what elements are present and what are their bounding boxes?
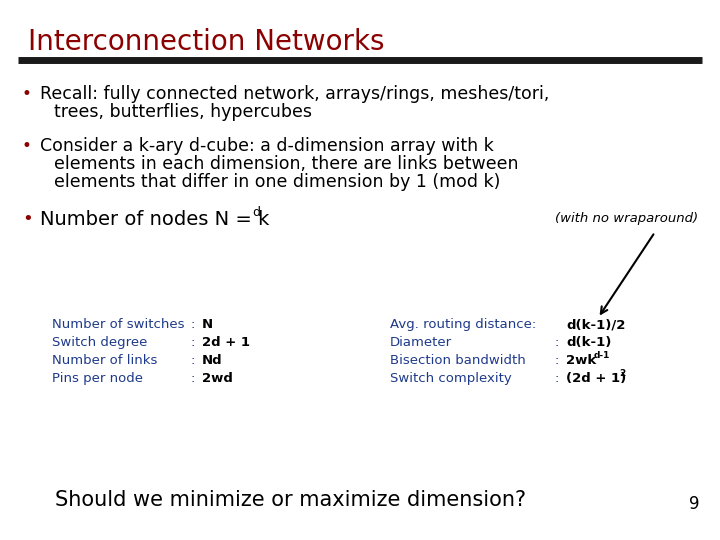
- Text: Consider a k-ary d-cube: a d-dimension array with k: Consider a k-ary d-cube: a d-dimension a…: [40, 137, 494, 155]
- Text: Avg. routing distance:: Avg. routing distance:: [390, 318, 536, 331]
- Text: 9: 9: [690, 495, 700, 513]
- Text: 2: 2: [619, 369, 625, 378]
- Text: Number of nodes N = k: Number of nodes N = k: [40, 210, 269, 229]
- Text: •: •: [22, 210, 32, 228]
- Text: Interconnection Networks: Interconnection Networks: [28, 28, 384, 56]
- Text: Nd: Nd: [202, 354, 222, 367]
- Text: trees, butterflies, hypercubes: trees, butterflies, hypercubes: [54, 103, 312, 121]
- Text: d: d: [252, 206, 260, 219]
- Text: N: N: [202, 318, 213, 331]
- Text: d(k-1): d(k-1): [566, 336, 611, 349]
- Text: Bisection bandwidth: Bisection bandwidth: [390, 354, 526, 367]
- Text: :: :: [554, 354, 559, 367]
- Text: d-1: d-1: [594, 351, 611, 360]
- Text: :: :: [190, 354, 194, 367]
- Text: :: :: [190, 336, 194, 349]
- Text: d(k-1)/2: d(k-1)/2: [566, 318, 626, 331]
- Text: Switch degree: Switch degree: [52, 336, 148, 349]
- Text: •: •: [22, 137, 32, 155]
- Text: (2d + 1): (2d + 1): [566, 372, 626, 385]
- Text: elements in each dimension, there are links between: elements in each dimension, there are li…: [54, 155, 518, 173]
- Text: 2wk: 2wk: [566, 354, 596, 367]
- Text: elements that differ in one dimension by 1 (mod k): elements that differ in one dimension by…: [54, 173, 500, 191]
- Text: (with no wraparound): (with no wraparound): [555, 212, 698, 225]
- Text: :: :: [554, 372, 559, 385]
- Text: •: •: [22, 85, 32, 103]
- Text: Switch complexity: Switch complexity: [390, 372, 512, 385]
- Text: Diameter: Diameter: [390, 336, 452, 349]
- Text: Recall: fully connected network, arrays/rings, meshes/tori,: Recall: fully connected network, arrays/…: [40, 85, 549, 103]
- Text: Number of switches: Number of switches: [52, 318, 184, 331]
- Text: Should we minimize or maximize dimension?: Should we minimize or maximize dimension…: [55, 490, 526, 510]
- Text: :: :: [554, 336, 559, 349]
- Text: Pins per node: Pins per node: [52, 372, 143, 385]
- Text: :: :: [190, 372, 194, 385]
- Text: 2wd: 2wd: [202, 372, 233, 385]
- Text: :: :: [190, 318, 194, 331]
- Text: 2d + 1: 2d + 1: [202, 336, 250, 349]
- Text: Number of links: Number of links: [52, 354, 158, 367]
